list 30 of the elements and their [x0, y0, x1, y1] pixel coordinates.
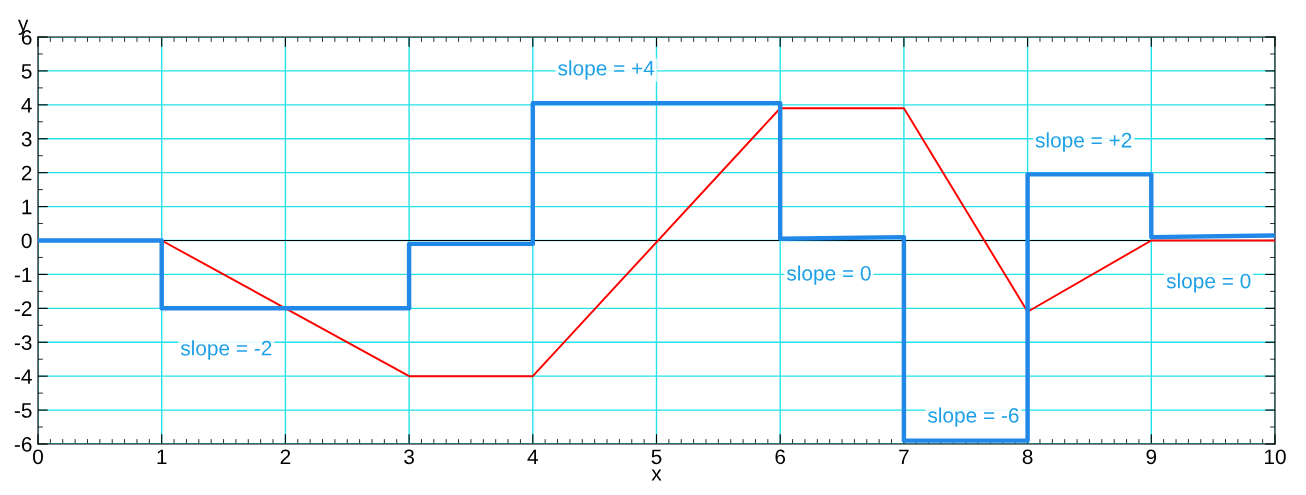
- y-tick-label: 5: [21, 64, 32, 79]
- y-tick-label: 0: [21, 233, 32, 249]
- y-tick-label: 1: [22, 199, 32, 215]
- y-tick-label: 3: [21, 131, 32, 147]
- annotation: slope = -2: [180, 340, 272, 360]
- annotation: slope = +2: [1035, 132, 1132, 152]
- x-tick-label: 6: [775, 449, 786, 465]
- annotation: slope = -6: [927, 407, 1019, 427]
- y-tick-label: -4: [14, 369, 32, 384]
- y-tick-label: -6: [14, 437, 32, 452]
- x-axis-title: x: [651, 469, 662, 481]
- x-tick-label: 2: [280, 449, 291, 464]
- x-tick-label: 8: [1022, 449, 1033, 465]
- annotation: slope = +4: [558, 60, 655, 80]
- y-tick-label: -1: [14, 267, 32, 282]
- annotation: slope = 0: [786, 265, 871, 285]
- x-tick-label: 1: [157, 449, 167, 464]
- x-tick-label: 7: [899, 449, 909, 464]
- x-tick-label: 3: [404, 449, 414, 465]
- x-tick-label: 0: [33, 449, 43, 465]
- y-tick-label: -5: [14, 403, 32, 418]
- y-tick-label: 2: [21, 165, 32, 181]
- annotation: slope = 0: [1166, 273, 1251, 293]
- y-tick-label: -2: [14, 301, 32, 316]
- y-tick-label: -3: [14, 335, 32, 350]
- y-tick-label: 4: [21, 98, 32, 113]
- x-tick-label: 9: [1146, 449, 1157, 465]
- x-tick-label: 4: [527, 449, 538, 464]
- x-tick-label: 10: [1265, 449, 1286, 465]
- x-tick-label: 5: [651, 449, 662, 465]
